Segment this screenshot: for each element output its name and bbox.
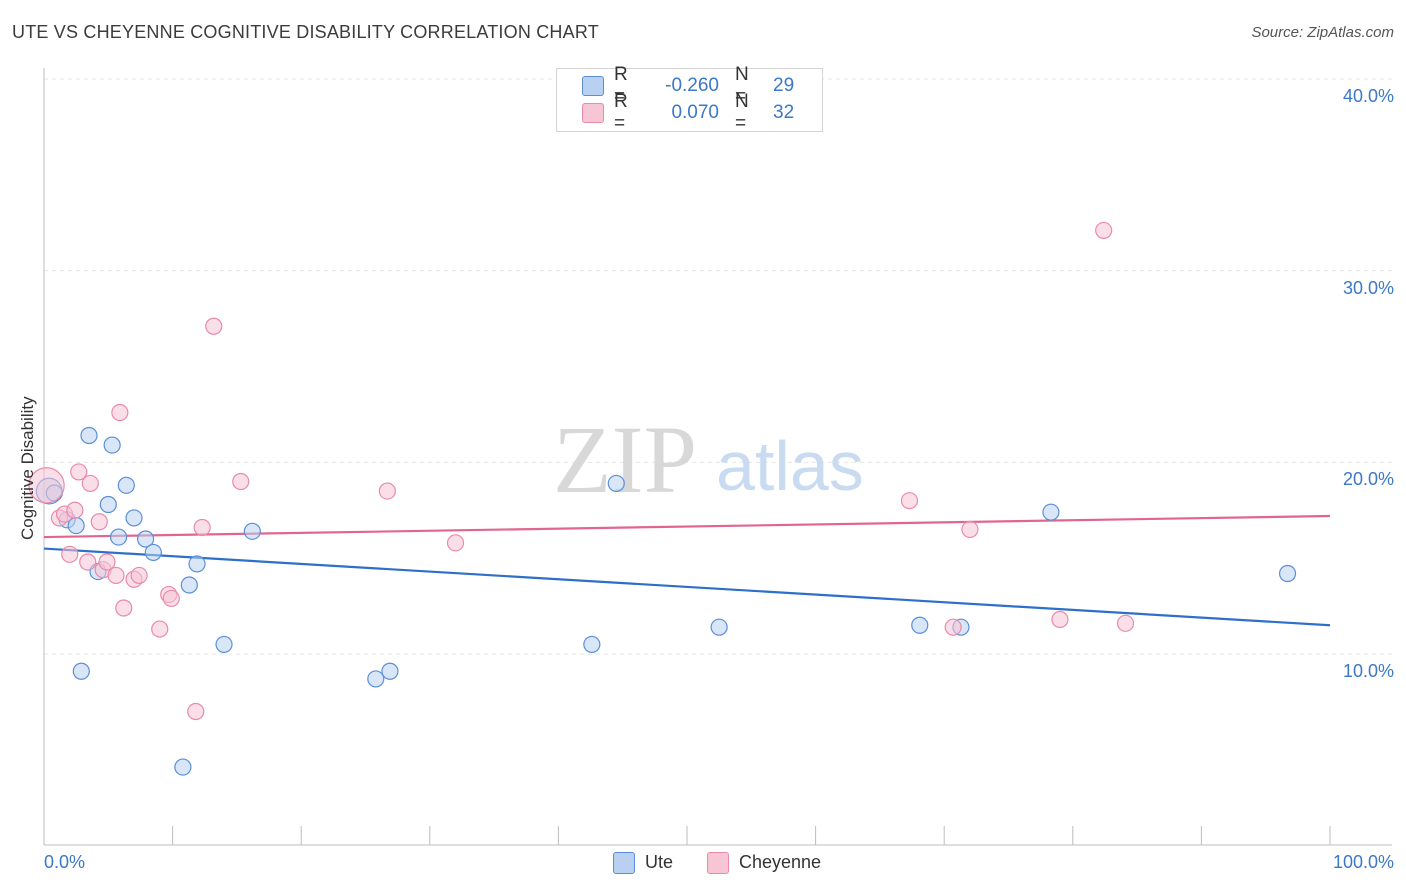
data-point-cheyenne [1095, 221, 1113, 240]
source-credit: Source: ZipAtlas.com [1251, 24, 1394, 41]
data-point-ute [180, 576, 198, 594]
x-tick-label: 100.0% [1332, 852, 1394, 872]
bottom-legend-cheyenne: Cheyenne [707, 852, 822, 875]
data-point-ute [188, 555, 206, 573]
bottom-legend-swatch-cheyenne [707, 852, 729, 875]
data-point-cheyenne [151, 620, 169, 638]
data-point-ute [103, 436, 121, 454]
bottom-legend-ute: Ute [613, 852, 674, 875]
data-point-ute [72, 662, 90, 680]
legend-r-label: R = [614, 91, 628, 134]
data-point-ute [117, 476, 135, 494]
data-point-ute [381, 662, 399, 680]
data-point-cheyenne [98, 553, 116, 571]
trend-line-ute [43, 547, 1331, 627]
data-point-cheyenne [961, 520, 979, 539]
x-tick-label: 0.0% [44, 852, 86, 872]
legend-n-value: 32 [773, 102, 795, 123]
legend-n-label: N = [735, 91, 749, 134]
legend-r-value: -0.260 [665, 75, 719, 96]
data-point-ute [174, 758, 192, 776]
bottom-legend-swatch-ute [613, 852, 635, 875]
y-tick-label: 20.0% [1342, 469, 1394, 490]
data-point-ute [911, 616, 929, 634]
data-point-ute [367, 670, 385, 688]
data-point-cheyenne [944, 618, 962, 636]
watermark-atlas: atlas [716, 427, 864, 505]
legend-n-label: N = [735, 64, 749, 107]
y-tick-label: 40.0% [1342, 86, 1394, 106]
data-point-cheyenne [81, 474, 99, 493]
data-point-cheyenne [28, 467, 65, 504]
data-point-ute [583, 635, 601, 654]
data-point-ute [80, 426, 98, 445]
data-point-cheyenne [162, 589, 180, 608]
stats-legend: R = -0.260 N = 29 R = 0.070 N = 32 [556, 64, 823, 134]
data-point-cheyenne [70, 463, 88, 481]
data-point-ute [99, 495, 117, 514]
data-point-ute [243, 522, 261, 540]
data-point-cheyenne [61, 545, 79, 563]
data-point-ute [109, 528, 128, 546]
legend-r-label: R = [614, 64, 628, 107]
data-point-cheyenne [232, 472, 250, 491]
legend-swatch-ute [582, 76, 604, 96]
data-point-ute [1278, 564, 1297, 583]
data-point-cheyenne [107, 566, 125, 585]
data-point-ute [136, 530, 155, 548]
data-points [28, 221, 1297, 776]
data-point-cheyenne [111, 403, 129, 422]
data-point-ute [607, 474, 625, 493]
data-point-cheyenne [1051, 610, 1069, 629]
data-point-cheyenne [193, 518, 211, 537]
data-point-ute [125, 509, 143, 527]
data-point-ute [215, 635, 233, 654]
chart-title: UTE VS CHEYENNE COGNITIVE DISABILITY COR… [12, 22, 599, 42]
bottom-legend-label-ute: Ute [645, 852, 674, 872]
data-point-cheyenne [378, 482, 396, 500]
data-point-ute [1042, 503, 1060, 521]
data-point-cheyenne [90, 513, 108, 531]
data-point-cheyenne [900, 492, 919, 510]
data-point-cheyenne [66, 501, 84, 519]
data-point-cheyenne [115, 599, 133, 617]
data-point-cheyenne [187, 702, 205, 721]
y-tick-label: 30.0% [1342, 277, 1394, 298]
y-axis-label: Cognitive Disability [18, 396, 37, 540]
bottom-legend-label-cheyenne: Cheyenne [739, 852, 822, 872]
axes [43, 68, 1392, 846]
data-point-cheyenne [130, 566, 148, 585]
trend-line-cheyenne [43, 514, 1331, 539]
data-point-ute [144, 543, 162, 562]
legend-n-value: 29 [773, 75, 795, 96]
gridlines [44, 78, 1392, 655]
data-point-cheyenne [1116, 614, 1135, 632]
data-point-ute [710, 618, 728, 636]
data-point-cheyenne [205, 317, 223, 335]
legend-swatch-cheyenne [582, 103, 604, 123]
y-tick-label: 10.0% [1342, 661, 1394, 681]
data-point-cheyenne [79, 553, 97, 571]
watermark-zip: ZIP [553, 406, 697, 513]
legend-r-value: 0.070 [671, 102, 719, 123]
data-point-cheyenne [446, 534, 465, 552]
trend-lines [43, 514, 1331, 627]
